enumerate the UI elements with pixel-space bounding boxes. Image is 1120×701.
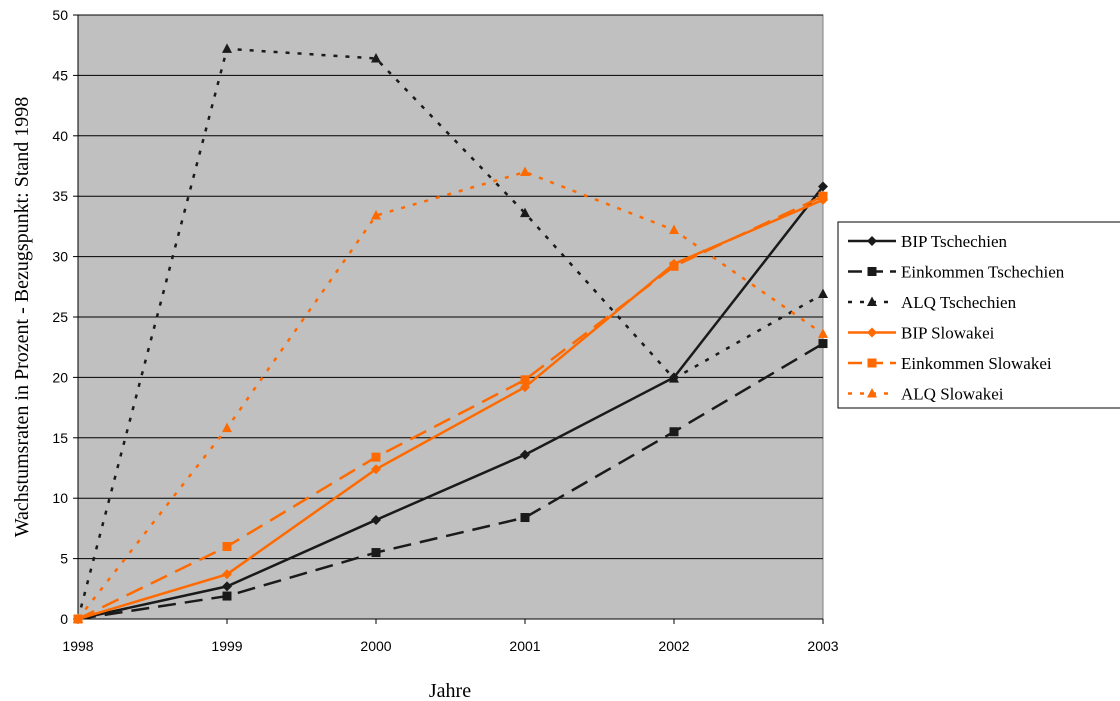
legend-label: Einkommen Slowakei [901,354,1052,373]
y-tick-label: 40 [52,128,68,144]
data-point [818,191,828,201]
data-point [818,328,828,338]
x-axis-label: Jahre [429,680,471,701]
data-point [371,452,381,462]
y-tick-label: 30 [52,249,68,265]
data-point [222,581,232,592]
data-point [73,613,83,623]
legend-label: ALQ Slowakei [901,385,1004,404]
data-point [669,224,679,235]
data-point [520,382,530,393]
x-tick-label: 1999 [211,638,242,654]
series-line [77,195,824,621]
data-point [669,261,679,271]
legend-box [837,221,1120,409]
legend-item: ALQ Slowakei [848,385,1004,404]
data-point [371,464,381,475]
x-tick-label: 2002 [658,638,689,654]
legend-marker [867,388,877,398]
legend: BIP Tschechien Einkommen Tschechien ALQ Ts… [837,221,1120,409]
legend-marker [867,358,877,368]
series-line [77,185,824,621]
y-tick-label: 10 [52,490,68,506]
y-tick-label: 20 [52,369,68,385]
legend-marker [867,236,877,246]
data-point [222,422,232,433]
legend-item: BIP Slowakei [848,324,995,343]
y-tick-label: 15 [52,430,68,446]
data-point [520,166,530,177]
series-line [77,342,824,621]
legend-marker [867,267,877,276]
legend-marker [867,327,877,338]
legend-label: Einkommen Tschechien [901,263,1065,282]
data-point [371,514,381,525]
series-line [77,170,824,620]
data-point [222,542,232,552]
data-point [520,513,530,523]
legend-item: BIP Tschechien [848,232,1007,251]
data-point [669,373,679,383]
y-tick-label: 45 [52,67,68,83]
y-tick-label: 25 [52,309,68,325]
y-tick-label: 5 [60,551,68,567]
legend-label: ALQ Tschechien [901,293,1017,312]
x-tick-label: 2000 [360,638,391,654]
legend-marker [867,296,877,306]
x-tick-label: 2001 [509,638,540,654]
data-point [520,375,530,385]
y-tick-label: 0 [60,611,68,627]
data-point [371,548,381,558]
legend-label: BIP Tschechien [901,232,1007,251]
legend-label: BIP Slowakei [901,324,995,343]
axes: 0 5 10 15 20 25 30 35 40 45 50 1998 1999 2000 2001 2002… [52,7,838,654]
data-point [222,569,232,580]
series-group [73,43,828,624]
data-point [818,288,828,299]
x-tick-label: 2003 [807,638,838,654]
data-point [669,427,679,437]
data-point [222,591,232,601]
series-line [77,198,824,621]
data-point [371,210,381,220]
data-point [818,339,828,349]
data-point [371,52,381,63]
legend-item: Einkommen Slowakei [848,354,1052,373]
data-point [520,449,530,460]
data-point [818,181,828,192]
legend-item: ALQ Tschechien [848,293,1017,312]
data-point [520,207,530,218]
x-tick-label: 1998 [62,638,93,654]
y-axis-label: Wachstumsraten in Prozent - Bezugspunkt:… [11,97,33,538]
series-6 [73,166,828,623]
y-tick-label: 50 [52,7,68,23]
data-point [222,43,232,53]
legend-item: Einkommen Tschechien [848,263,1065,282]
y-tick-label: 35 [52,188,68,204]
